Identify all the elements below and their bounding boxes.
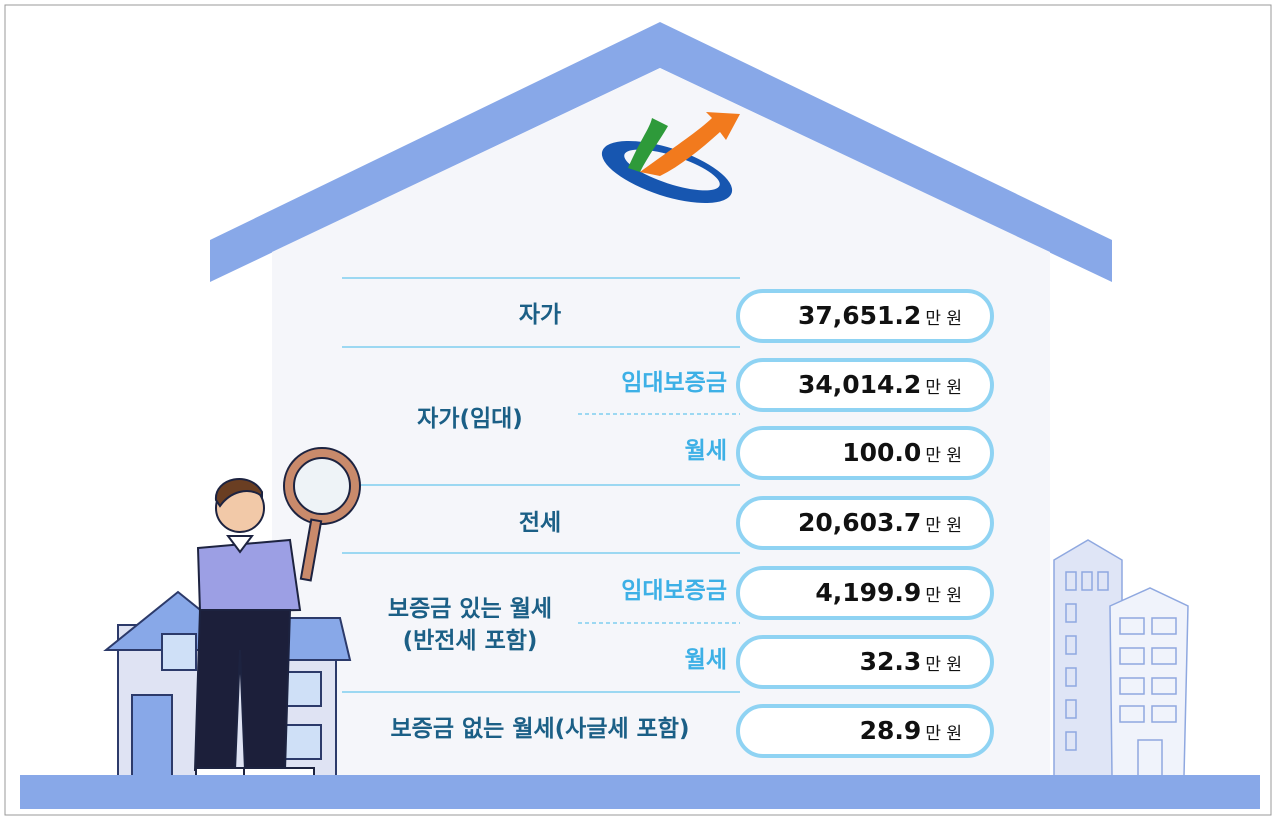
row-label: 보증금 없는 월세(사글세 포함) bbox=[340, 714, 740, 744]
unit: 만 원 bbox=[925, 441, 962, 466]
row-label: 자가 bbox=[440, 300, 640, 330]
sub-label: 월세 bbox=[685, 436, 727, 466]
row-label: 전세 bbox=[440, 508, 640, 538]
sub-label: 월세 bbox=[685, 645, 727, 675]
unit: 만 원 bbox=[925, 719, 962, 744]
unit: 만 원 bbox=[925, 511, 962, 536]
unit: 만 원 bbox=[925, 304, 962, 329]
unit: 만 원 bbox=[925, 650, 962, 675]
value: 100.0 bbox=[842, 430, 921, 476]
value: 32.3 bbox=[860, 639, 922, 685]
value: 28.9 bbox=[860, 708, 922, 754]
value: 20,603.7 bbox=[798, 500, 921, 546]
background bbox=[0, 0, 1276, 820]
ground bbox=[20, 775, 1260, 809]
value: 37,651.2 bbox=[798, 293, 921, 339]
value: 4,199.9 bbox=[815, 570, 921, 616]
right-buildings bbox=[1054, 540, 1188, 776]
row-label: (반전세 포함) bbox=[350, 626, 590, 656]
row-label: 보증금 있는 월세 bbox=[350, 594, 590, 624]
value: 34,014.2 bbox=[798, 362, 921, 408]
infographic: 자가 37,651.2만 원 자가(임대) 임대보증금 34,014.2만 원 … bbox=[0, 0, 1276, 820]
unit: 만 원 bbox=[925, 373, 962, 398]
sub-label: 임대보증금 bbox=[621, 368, 727, 398]
row-label: 자가(임대) bbox=[370, 404, 570, 434]
sub-label: 임대보증금 bbox=[621, 576, 727, 606]
unit: 만 원 bbox=[925, 581, 962, 606]
